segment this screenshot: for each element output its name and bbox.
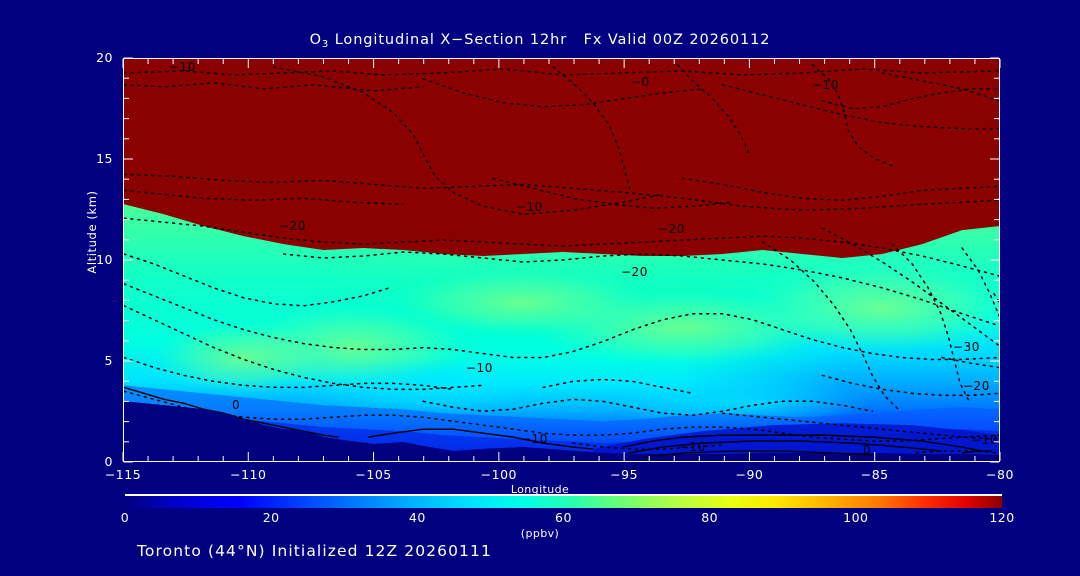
contour-label: −20 (658, 222, 685, 236)
contour-label: −30 (953, 340, 980, 354)
contour-label-layer: −10 −0 −10 −10 −20 −20 −20 −30 −10 −20 0 −10 −10 0 −10 (124, 59, 999, 461)
title-rest: Longitudinal X−Section 12hr Fx Valid 00Z… (329, 32, 771, 48)
x-tick-label: −85 (860, 467, 889, 482)
y-tick-label: 5 (104, 353, 113, 368)
contour-label: 0 (863, 443, 872, 457)
footer-caption: Toronto (44°N) Initialized 12Z 20260111 (137, 542, 492, 560)
contour-label: −10 (466, 361, 493, 375)
contour-label: 0 (232, 398, 241, 412)
colorbar-tick-label: 20 (262, 510, 280, 525)
y-tick-label: 10 (96, 252, 113, 267)
contour-label: −10 (521, 432, 548, 446)
contour-label: −20 (963, 379, 990, 393)
contour-label: −10 (169, 60, 196, 74)
colorbar-gradient (125, 496, 1002, 508)
colorbar-units: (ppbv) (520, 527, 560, 540)
y-tick-label: 15 (96, 151, 113, 166)
colorbar-tick-label: 120 (989, 510, 1015, 525)
y-tick-label: 20 (96, 50, 113, 65)
contour-label: −10 (812, 78, 839, 92)
page-title: O3 Longitudinal X−Section 12hr Fx Valid … (0, 32, 1080, 50)
ozone-field-image (124, 59, 999, 461)
x-tick-label: −110 (230, 467, 267, 482)
contour-label: −10 (516, 200, 543, 214)
colorbar (125, 494, 1002, 508)
x-tick-label: −105 (355, 467, 392, 482)
temperature-contours-dotted (124, 64, 999, 454)
colorbar-tick-label: 80 (701, 510, 719, 525)
contour-label: −10 (679, 440, 706, 454)
x-tick-label: −115 (104, 467, 142, 482)
title-o3-subscript: 3 (321, 39, 330, 50)
y-tick-label: 0 (104, 454, 113, 469)
colorbar-tick-label: 40 (408, 510, 426, 525)
x-tick-label: −95 (610, 467, 639, 482)
contour-label: −20 (621, 265, 648, 279)
colorbar-tick-label: 0 (120, 510, 130, 525)
contour-label: −0 (631, 75, 650, 89)
terrain-mask-overlay (124, 401, 603, 461)
colorbar-tick-label: 60 (555, 510, 572, 525)
x-tick-label: −80 (986, 467, 1014, 482)
title-o3-prefix: O (309, 32, 322, 48)
plot-area: −10 −0 −10 −10 −20 −20 −20 −30 −10 −20 0 −10 −10 0 −10 (123, 58, 1000, 462)
contour-label: −10 (971, 433, 998, 447)
contour-label: −20 (279, 219, 306, 233)
x-tick-label: −90 (735, 467, 764, 482)
colorbar-tick-label: 100 (843, 510, 869, 525)
colorbar-top-rule (125, 494, 1002, 496)
x-tick-label: −100 (480, 467, 518, 482)
x-axis-label: Longitude (510, 483, 570, 496)
